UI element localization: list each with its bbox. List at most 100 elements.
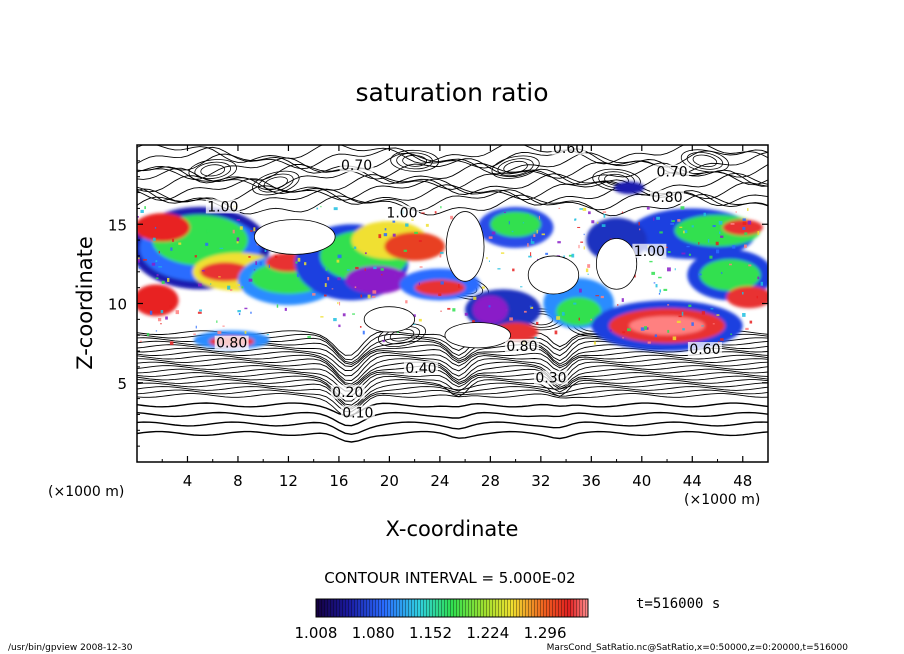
field-speckle [640, 327, 645, 331]
field-speckle [558, 207, 561, 209]
field-speckle [741, 291, 744, 295]
contour-eddy [491, 155, 540, 179]
field-speckle [747, 220, 752, 225]
field-speckle [364, 252, 367, 255]
field-speckle [367, 294, 371, 299]
y-axis-title: Z-coordinate [73, 236, 97, 370]
contour-label: 0.70 [341, 158, 372, 174]
contour-eddy [390, 149, 440, 172]
field-speckle [337, 254, 342, 259]
field-speckle [659, 289, 662, 293]
field-speckle [541, 233, 545, 236]
field-speckle [346, 269, 350, 271]
field-speckle [248, 278, 253, 282]
supersaturation-region [345, 265, 409, 294]
contour-eddy [692, 154, 718, 168]
y-tick-label: 10 [108, 296, 127, 314]
field-speckle [236, 237, 240, 242]
field-speckle [647, 341, 651, 344]
subsaturated-gap [363, 306, 416, 333]
field-speckle [396, 330, 399, 333]
contour-label-bg [339, 158, 374, 173]
field-speckle [250, 311, 252, 314]
field-speckle [503, 211, 506, 213]
contour-line [137, 411, 768, 427]
field-speckle [742, 221, 747, 226]
field-speckle [411, 323, 416, 325]
field-speckle [730, 333, 733, 335]
x-axis: 4 8 12 16 20 24 28 32 36 40 44 48 [161, 145, 752, 490]
field-speckle [590, 318, 592, 321]
contour-line [137, 393, 768, 418]
contour-eddy [252, 170, 300, 196]
supersaturation-region [137, 284, 179, 317]
field-speckle [678, 230, 681, 234]
field-speckle [142, 259, 147, 261]
field-speckle [304, 262, 307, 266]
field-speckle [527, 243, 529, 247]
subsaturated-gap [595, 238, 638, 290]
field-speckle [158, 266, 163, 268]
contour-label: 0.10 [342, 405, 373, 421]
field-speckle [531, 238, 533, 243]
field-speckle [383, 233, 388, 237]
contour-label-bg [340, 405, 375, 420]
field-speckle [585, 268, 589, 273]
field-speckle [530, 252, 532, 257]
field-speckle [667, 251, 671, 254]
field-speckle [232, 229, 235, 234]
field-speckle [197, 283, 202, 287]
field-speckle [719, 231, 721, 235]
contour-line-upper [137, 194, 768, 217]
field-speckle [554, 330, 558, 335]
contour-label: 0.70 [657, 165, 688, 181]
contour-label: 0.60 [689, 342, 720, 358]
field-speckle [381, 274, 383, 276]
supersaturation-region [614, 181, 645, 195]
field-speckle [587, 273, 589, 275]
field-speckle [621, 211, 624, 214]
field-speckle [672, 336, 677, 341]
field-speckle [320, 316, 324, 318]
contour-label-bg [385, 205, 420, 220]
field-speckle [578, 288, 582, 293]
field-speckle [686, 245, 690, 248]
field-speckle [663, 288, 668, 291]
field-speckle [698, 273, 702, 276]
field-speckle [139, 340, 142, 342]
field-speckle [508, 221, 510, 225]
field-speckle [530, 241, 535, 244]
contour-label-bg [205, 199, 240, 214]
field-speckle [757, 231, 760, 235]
field-speckle [676, 320, 681, 324]
field-speckle [392, 220, 396, 223]
field-speckle [137, 216, 139, 218]
x-unit-label-left: (×1000 m) [48, 484, 124, 500]
field-speckle [545, 252, 549, 255]
field-speckle [742, 218, 746, 221]
field-speckle [236, 284, 240, 287]
field-speckle [597, 221, 599, 224]
contour-eddy [396, 152, 434, 170]
field-speckle [654, 334, 658, 338]
colorbar-tick-label: 1.152 [409, 624, 452, 642]
field-speckle [742, 226, 746, 230]
field-speckle [528, 255, 532, 258]
contour-eddy [194, 161, 232, 179]
field-speckle [670, 219, 673, 222]
field-speckle [353, 246, 357, 249]
contour-line [137, 379, 768, 406]
field-speckle [360, 294, 363, 298]
field-speckle [505, 308, 508, 312]
field-speckle [482, 286, 485, 289]
field-speckle [421, 212, 425, 214]
contour-line [137, 354, 768, 381]
x-tick-label: 12 [279, 472, 298, 490]
field-speckle [403, 249, 407, 252]
field-speckle [160, 309, 164, 314]
field-speckle [561, 311, 565, 316]
field-speckle [710, 308, 714, 310]
field-speckle [557, 241, 561, 244]
field-speckle [472, 320, 475, 324]
field-speckle [656, 216, 660, 220]
